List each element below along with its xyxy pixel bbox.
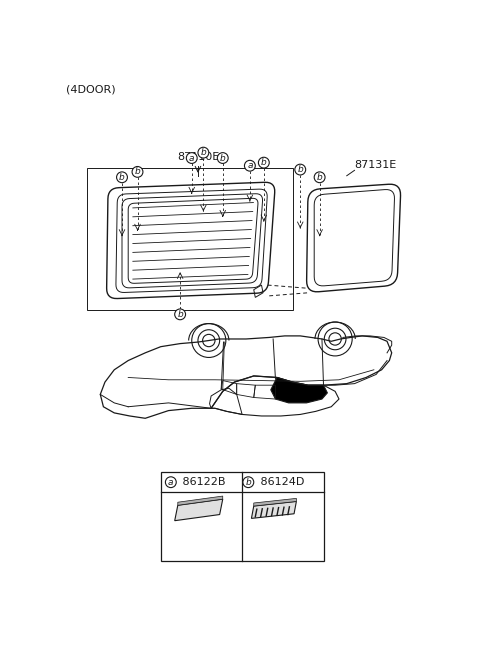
Text: 86122B: 86122B — [180, 477, 226, 487]
Text: a: a — [247, 161, 252, 170]
Text: b: b — [134, 167, 140, 176]
Circle shape — [314, 172, 325, 182]
Circle shape — [175, 309, 186, 319]
Text: b: b — [220, 154, 226, 163]
Circle shape — [186, 153, 197, 163]
Polygon shape — [252, 501, 296, 518]
Circle shape — [117, 172, 127, 182]
Text: a: a — [168, 478, 174, 487]
Circle shape — [295, 164, 306, 175]
Text: (4DOOR): (4DOOR) — [66, 85, 116, 95]
Circle shape — [198, 147, 209, 158]
Polygon shape — [178, 496, 223, 505]
Text: a: a — [189, 154, 194, 163]
Text: b: b — [298, 165, 303, 174]
Text: b: b — [317, 173, 323, 182]
Text: 87110E: 87110E — [177, 152, 219, 162]
Polygon shape — [175, 499, 223, 521]
Circle shape — [166, 477, 176, 487]
Circle shape — [244, 160, 255, 171]
Circle shape — [132, 167, 143, 177]
Text: b: b — [119, 173, 125, 182]
Circle shape — [258, 157, 269, 168]
Circle shape — [217, 153, 228, 163]
Text: b: b — [261, 158, 267, 167]
Text: 86124D: 86124D — [257, 477, 304, 487]
Bar — [161, 472, 324, 561]
Text: b: b — [245, 478, 251, 487]
Text: b: b — [201, 148, 206, 157]
Text: 87131E: 87131E — [355, 160, 397, 171]
Polygon shape — [254, 499, 296, 506]
Polygon shape — [271, 377, 327, 403]
Text: b: b — [177, 310, 183, 319]
Circle shape — [243, 477, 254, 487]
